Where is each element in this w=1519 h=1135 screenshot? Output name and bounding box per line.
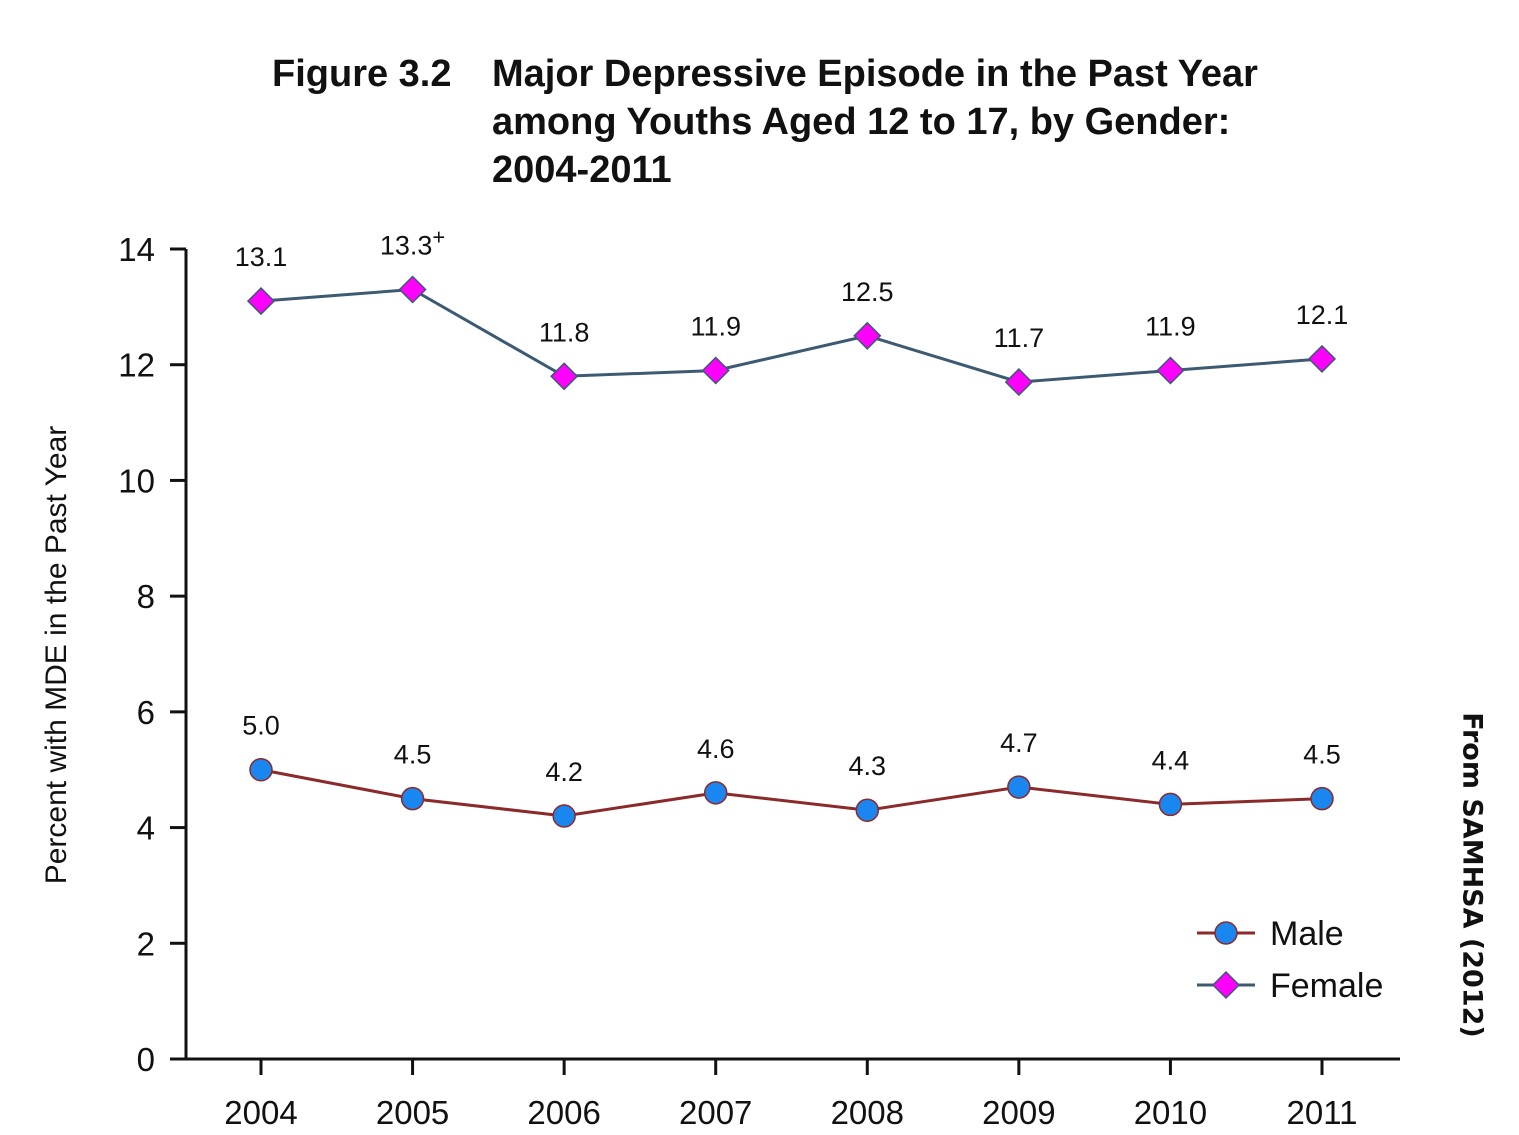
x-tick-label: 2006: [527, 1094, 600, 1131]
data-point: [1007, 775, 1031, 799]
data-label: 4.5: [1303, 740, 1341, 770]
legend-marker: [1211, 970, 1241, 1000]
data-point: [1307, 344, 1337, 373]
y-tick-label: 2: [137, 925, 155, 962]
data-label: 11.7: [994, 323, 1045, 353]
data-point: [853, 321, 882, 350]
series-female: 13.1 13.3+ 11.8 11.9 12.5 11.7 11.9 12.1: [235, 225, 1349, 397]
data-label: 11.8: [539, 317, 590, 347]
y-tick-label: 6: [137, 694, 155, 731]
data-label: 4.4: [1152, 745, 1190, 775]
data-label: 5.0: [242, 711, 280, 741]
title-line-2: among Youths Aged 12 to 17, by Gender:: [492, 101, 1231, 143]
title-line-1: Major Depressive Episode in the Past Yea…: [492, 53, 1258, 95]
series-male: 5.0 4.5 4.2 4.6 4.3 4.7 4.4 4.5: [242, 711, 1341, 828]
data-point: [855, 798, 880, 822]
data-label: 11.9: [1145, 312, 1196, 342]
data-point: [550, 362, 579, 391]
data-point: [552, 804, 576, 828]
data-label: 13.1: [235, 242, 288, 272]
data-point: [1004, 368, 1033, 397]
x-tick-label: 2004: [224, 1094, 297, 1131]
data-label: 4.3: [849, 751, 887, 781]
data-point: [1156, 356, 1185, 385]
x-tick-label: 2011: [1287, 1094, 1358, 1131]
data-label: 12.5: [841, 277, 894, 307]
legend-label: Female: [1270, 967, 1383, 1005]
data-point: [249, 757, 273, 782]
data-label: 4.6: [697, 734, 735, 764]
data-point: [1310, 786, 1334, 811]
data-label: 4.5: [394, 740, 432, 770]
legend-label: Male: [1270, 915, 1344, 953]
legend-marker: [1214, 921, 1238, 945]
y-tick-label: 4: [137, 810, 155, 847]
x-tick-label: 2005: [376, 1094, 449, 1131]
data-label: 11.9: [690, 312, 741, 342]
x-tick-label: 2010: [1134, 1094, 1207, 1131]
data-point: [701, 356, 730, 385]
data-point: [246, 287, 276, 316]
data-point: [703, 781, 728, 805]
y-tick-label: 8: [137, 578, 155, 615]
y-tick-label: 0: [137, 1041, 155, 1078]
data-label: 13.3+: [380, 225, 445, 261]
series-line: [260, 287, 1323, 384]
y-tick-label: 12: [118, 347, 155, 384]
x-tick-label: 2007: [679, 1094, 752, 1131]
series-line: [260, 768, 1323, 818]
title-line-3: 2004-2011: [492, 149, 672, 191]
legend: Male Female: [1197, 915, 1383, 1005]
data-label: 4.2: [545, 757, 583, 787]
y-tick-label: 10: [118, 462, 155, 499]
x-tick-label: 2009: [982, 1094, 1055, 1131]
y-axis-label: Percent with MDE in the Past Year: [40, 426, 73, 885]
source-note: From SAMHSA (2012): [1456, 712, 1488, 1038]
data-point: [1158, 792, 1183, 817]
figure-number: Figure 3.2: [272, 53, 452, 95]
data-label: 12.1: [1296, 300, 1349, 330]
data-point: [400, 786, 425, 811]
data-label: 4.7: [1000, 728, 1038, 758]
y-tick-label: 14: [118, 231, 155, 268]
data-point: [398, 275, 427, 304]
chart-title: Major Depressive Episode in the Past Yea…: [492, 50, 1392, 194]
x-tick-label: 2008: [831, 1094, 904, 1131]
